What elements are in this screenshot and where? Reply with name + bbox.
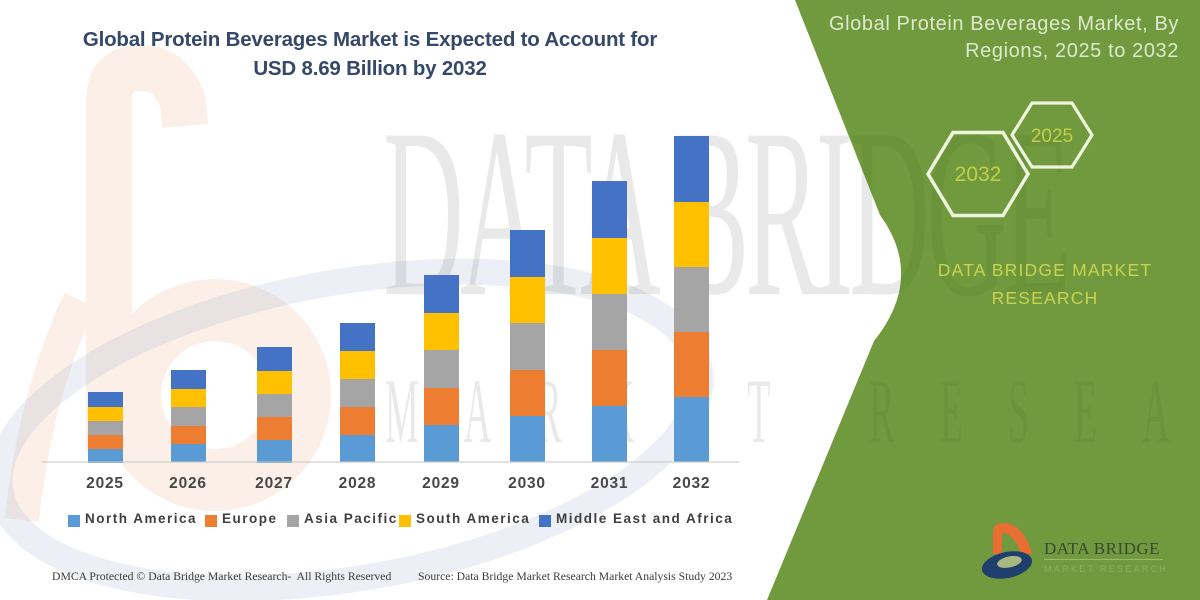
svg-text:MARKET RESEARCH: MARKET RESEARCH: [1044, 564, 1168, 574]
svg-text:2025: 2025: [1031, 126, 1073, 147]
svg-text:DATA BRIDGE: DATA BRIDGE: [1044, 539, 1160, 558]
svg-text:2032: 2032: [955, 163, 1002, 186]
